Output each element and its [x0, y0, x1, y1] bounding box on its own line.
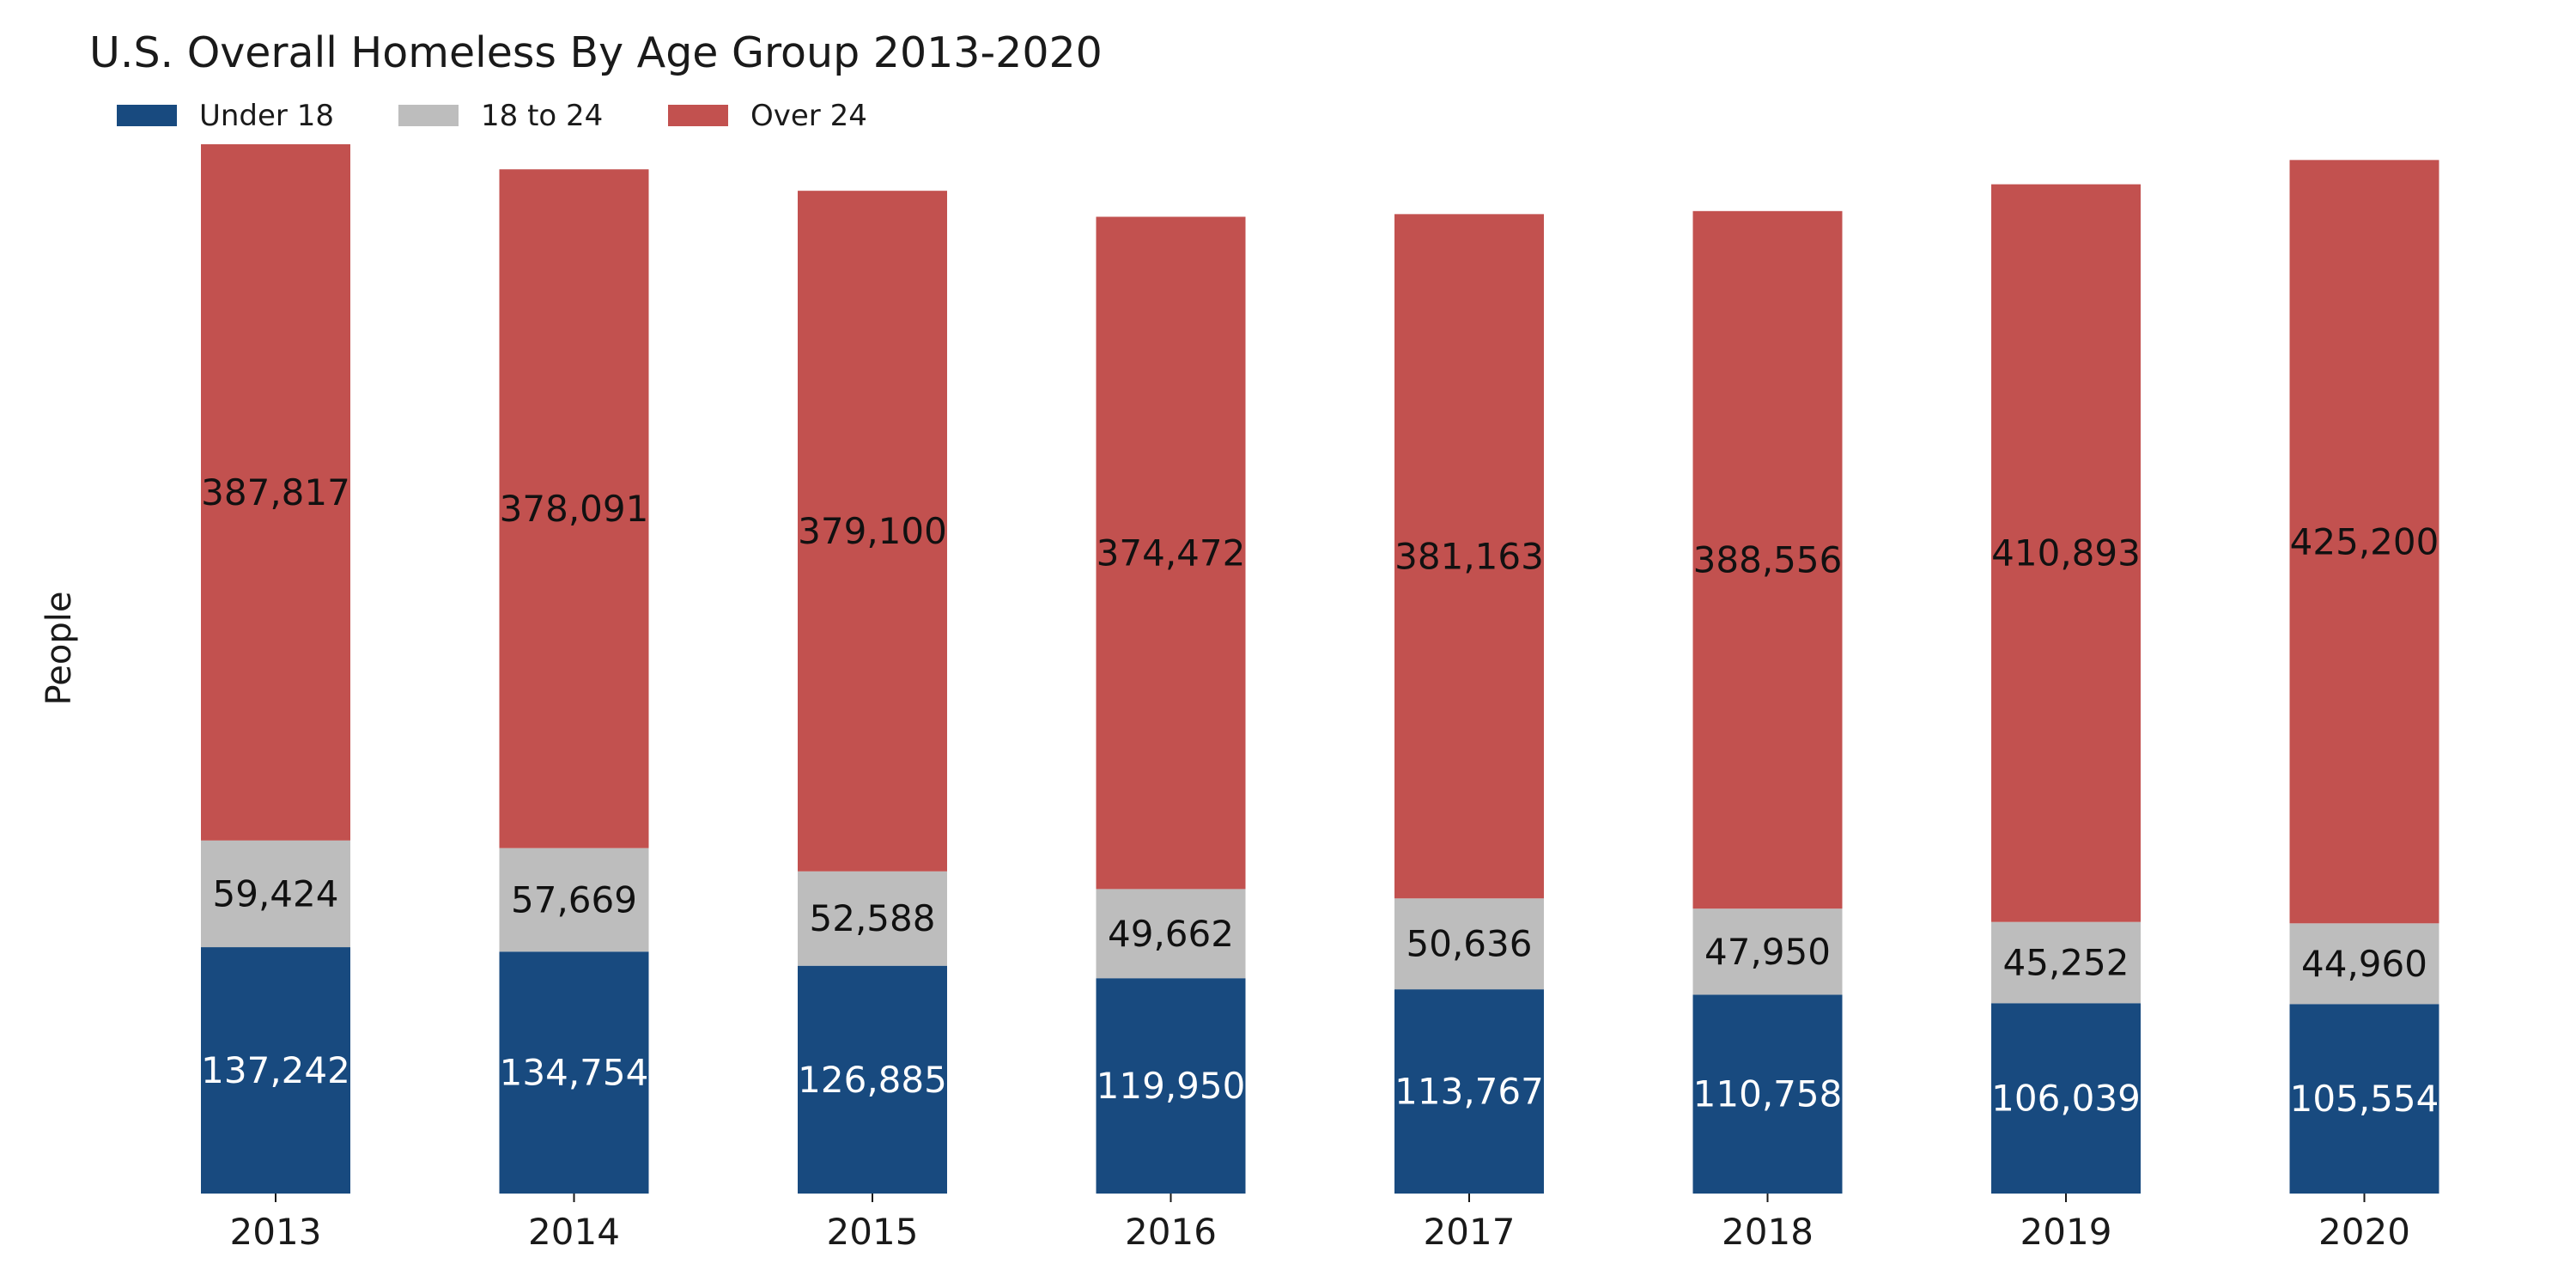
bar-2020-series-1 — [2289, 923, 2439, 1005]
data-labels-group: 137,242 59,424 387,817 134,754 57,669 378,091… — [201, 471, 2439, 1120]
x-axis: 2013 2014 2015 2016 2017 2018 2019 2020 — [230, 1194, 2410, 1253]
bar-2015-series-0 — [798, 965, 947, 1194]
data-label-2015-series-2: 379,100 — [798, 510, 947, 552]
bar-2017-series-0 — [1394, 989, 1544, 1194]
bar-2018-series-0 — [1692, 994, 1843, 1194]
x-tick-label-2013: 2013 — [230, 1211, 322, 1253]
bar-2018-series-2 — [1692, 210, 1843, 909]
x-tick-label-2016: 2016 — [1125, 1211, 1217, 1253]
bars-group — [201, 144, 2439, 1194]
data-label-2016-series-0: 119,950 — [1097, 1065, 1246, 1107]
data-label-2013-series-1: 59,424 — [213, 872, 339, 914]
data-label-2016-series-2: 374,472 — [1097, 532, 1246, 574]
bar-2016-series-2 — [1096, 216, 1246, 890]
data-label-2014-series-1: 57,669 — [511, 878, 637, 920]
data-label-2016-series-1: 49,662 — [1108, 913, 1234, 955]
x-tick-label-2017: 2017 — [1424, 1211, 1516, 1253]
data-label-2015-series-1: 52,588 — [810, 897, 936, 939]
data-label-2019-series-0: 106,039 — [1991, 1078, 2141, 1120]
data-label-2019-series-2: 410,893 — [1991, 532, 2141, 574]
bar-2019-series-2 — [1991, 184, 2141, 922]
legend-label-0: Under 18 — [199, 99, 334, 133]
bar-2016-series-0 — [1096, 978, 1246, 1194]
data-label-2019-series-1: 45,252 — [2003, 941, 2129, 983]
data-label-2017-series-2: 381,163 — [1394, 535, 1544, 577]
bar-2020-series-0 — [2289, 1004, 2439, 1194]
legend-swatch-0 — [117, 105, 177, 126]
bar-2015-series-1 — [798, 871, 947, 966]
bar-2015-series-2 — [798, 191, 947, 872]
y-axis-label: People — [39, 592, 79, 706]
data-label-2020-series-0: 105,554 — [2290, 1078, 2439, 1120]
data-label-2013-series-0: 137,242 — [201, 1049, 350, 1091]
data-label-2014-series-0: 134,754 — [500, 1052, 649, 1094]
bar-2017-series-1 — [1394, 898, 1544, 990]
bar-2016-series-1 — [1096, 889, 1246, 979]
legend-label-2: Over 24 — [750, 99, 867, 133]
data-label-2020-series-2: 425,200 — [2290, 520, 2439, 562]
bar-2014-series-2 — [499, 169, 649, 848]
bar-2019-series-1 — [1991, 921, 2141, 1004]
x-tick-label-2018: 2018 — [1722, 1211, 1814, 1253]
data-label-2015-series-0: 126,885 — [798, 1059, 947, 1101]
data-label-2018-series-2: 388,556 — [1693, 538, 1843, 580]
bar-2014-series-0 — [499, 951, 649, 1194]
legend-swatch-2 — [668, 105, 728, 126]
data-label-2017-series-1: 50,636 — [1406, 923, 1533, 965]
legend-label-1: 18 to 24 — [481, 99, 603, 133]
legend: Under 18 18 to 24 Over 24 — [117, 99, 867, 133]
data-label-2020-series-1: 44,960 — [2301, 943, 2427, 985]
bar-2014-series-1 — [499, 848, 649, 952]
x-tick-label-2019: 2019 — [2020, 1211, 2112, 1253]
bar-2020-series-2 — [2289, 160, 2439, 924]
data-label-2014-series-2: 378,091 — [500, 488, 649, 530]
x-tick-label-2020: 2020 — [2318, 1211, 2410, 1253]
x-tick-label-2014: 2014 — [528, 1211, 620, 1253]
legend-swatch-1 — [398, 105, 459, 126]
data-label-2018-series-0: 110,758 — [1693, 1073, 1843, 1115]
bar-2019-series-0 — [1991, 1003, 2141, 1194]
bar-2017-series-2 — [1394, 214, 1544, 899]
bar-2013-series-2 — [201, 144, 350, 841]
chart-title: U.S. Overall Homeless By Age Group 2013-… — [89, 28, 1103, 77]
bar-2018-series-1 — [1692, 908, 1843, 995]
x-tick-label-2015: 2015 — [827, 1211, 919, 1253]
data-label-2017-series-0: 113,767 — [1394, 1071, 1544, 1113]
bar-2013-series-1 — [201, 840, 350, 948]
data-label-2013-series-2: 387,817 — [201, 471, 350, 513]
bar-2013-series-0 — [201, 947, 350, 1194]
data-label-2018-series-1: 47,950 — [1704, 931, 1831, 973]
